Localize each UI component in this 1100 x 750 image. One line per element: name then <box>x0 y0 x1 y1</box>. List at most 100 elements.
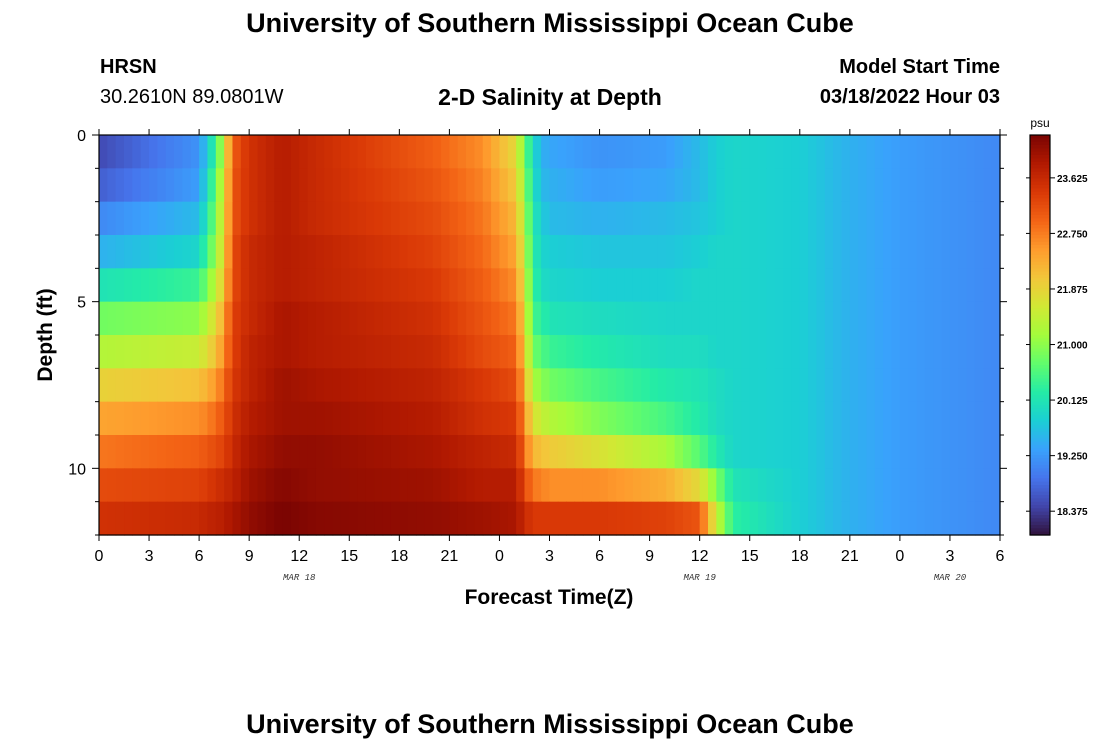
heatmap-cell <box>182 135 192 169</box>
heatmap-cell <box>691 335 701 369</box>
heatmap-cell <box>682 201 692 236</box>
heatmap-cell <box>641 135 651 169</box>
heatmap-cell <box>390 168 400 203</box>
heatmap-cell <box>758 268 767 303</box>
heatmap-cell <box>441 335 450 369</box>
heatmap-cell <box>240 168 250 203</box>
heatmap-cell <box>240 135 250 169</box>
heatmap-cell <box>215 235 225 269</box>
heatmap-cell <box>924 368 934 403</box>
heatmap-cell <box>983 435 993 469</box>
heatmap-cell <box>682 301 692 336</box>
heatmap-cell <box>924 201 934 236</box>
heatmap-cell <box>315 301 325 336</box>
heatmap-cell <box>933 301 943 336</box>
heatmap-cell <box>340 268 350 303</box>
heatmap-cell <box>107 468 117 503</box>
heatmap-cell <box>991 335 1001 369</box>
heatmap-cell <box>632 268 642 303</box>
heatmap-cell <box>582 268 592 303</box>
heatmap-cell <box>632 335 642 369</box>
heatmap-cell <box>274 368 284 403</box>
heatmap-cell <box>883 401 893 436</box>
heatmap-cell <box>290 301 300 336</box>
heatmap-cell <box>140 335 150 369</box>
heatmap-cell <box>783 335 793 369</box>
heatmap-cell <box>891 168 901 203</box>
heatmap-cell <box>215 135 225 169</box>
colorbar-segment <box>1030 348 1050 353</box>
heatmap-cell <box>416 401 425 436</box>
colorbar-segment <box>1030 431 1050 436</box>
heatmap-cell <box>783 301 793 336</box>
heatmap-cell <box>457 201 467 236</box>
heatmap-cell <box>265 235 275 269</box>
heatmap-cell <box>607 468 617 503</box>
heatmap-cell <box>891 268 901 303</box>
heatmap-cell <box>190 435 200 469</box>
heatmap-cell <box>766 468 776 503</box>
heatmap-cell <box>833 401 843 436</box>
heatmap-cell <box>541 335 551 369</box>
heatmap-cell <box>541 301 551 336</box>
heatmap-cell <box>416 168 425 203</box>
heatmap-cell <box>766 401 776 436</box>
heatmap-cell <box>124 435 133 469</box>
colorbar-segment <box>1030 218 1050 223</box>
heatmap-cell <box>257 135 267 169</box>
heatmap-cell <box>224 335 234 369</box>
heatmap-cell <box>866 335 876 369</box>
heatmap-cell <box>799 135 809 169</box>
heatmap-cell <box>841 135 851 169</box>
x-tick-label: 3 <box>945 548 954 565</box>
heatmap-cell <box>549 368 559 403</box>
heatmap-cell <box>874 435 884 469</box>
colorbar-segment <box>1030 485 1050 489</box>
heatmap-cell <box>382 268 392 303</box>
heatmap-cell <box>532 468 542 503</box>
heatmap-cell <box>249 401 259 436</box>
heatmap-cell <box>591 235 601 269</box>
heatmap-cell <box>641 301 651 336</box>
heatmap-cell <box>382 201 392 236</box>
heatmap-cell <box>516 435 526 469</box>
colorbar-segment <box>1030 475 1050 479</box>
heatmap-cell <box>232 268 242 303</box>
heatmap-cell <box>491 368 501 403</box>
colorbar-segment <box>1030 328 1050 333</box>
heatmap-cell <box>207 235 217 269</box>
colorbar-segment <box>1030 415 1050 419</box>
heatmap-cell <box>958 168 968 203</box>
heatmap-cell <box>599 368 609 403</box>
heatmap-cell <box>507 135 517 169</box>
heatmap-cell <box>574 401 584 436</box>
heatmap-cell <box>190 235 200 269</box>
heatmap-cell <box>574 235 584 269</box>
heatmap-cell <box>632 435 642 469</box>
colorbar-segment <box>1030 481 1050 486</box>
heatmap-cell <box>299 335 309 369</box>
heatmap-cell <box>966 501 976 536</box>
heatmap-cell <box>482 435 492 469</box>
heatmap-cell <box>182 235 192 269</box>
heatmap-cell <box>466 201 476 236</box>
heatmap-cell <box>257 201 267 236</box>
heatmap-cell <box>507 268 517 303</box>
heatmap-cell <box>741 168 751 203</box>
colorbar-segment <box>1030 388 1050 393</box>
heatmap-cell <box>124 168 133 203</box>
heatmap-cell <box>307 301 317 336</box>
heatmap-cell <box>307 335 317 369</box>
heatmap-cell <box>966 135 976 169</box>
heatmap-cell <box>691 235 701 269</box>
heatmap-cell <box>274 335 284 369</box>
heatmap-cell <box>566 301 576 336</box>
heatmap-cell <box>107 368 117 403</box>
heatmap-cell <box>274 135 284 169</box>
heatmap-cell <box>874 335 884 369</box>
colorbar-tick-label: 22.750 <box>1057 229 1088 240</box>
heatmap-cell <box>783 368 793 403</box>
heatmap-cell <box>274 435 284 469</box>
heatmap-cell <box>574 201 584 236</box>
heatmap-cell <box>349 301 359 336</box>
